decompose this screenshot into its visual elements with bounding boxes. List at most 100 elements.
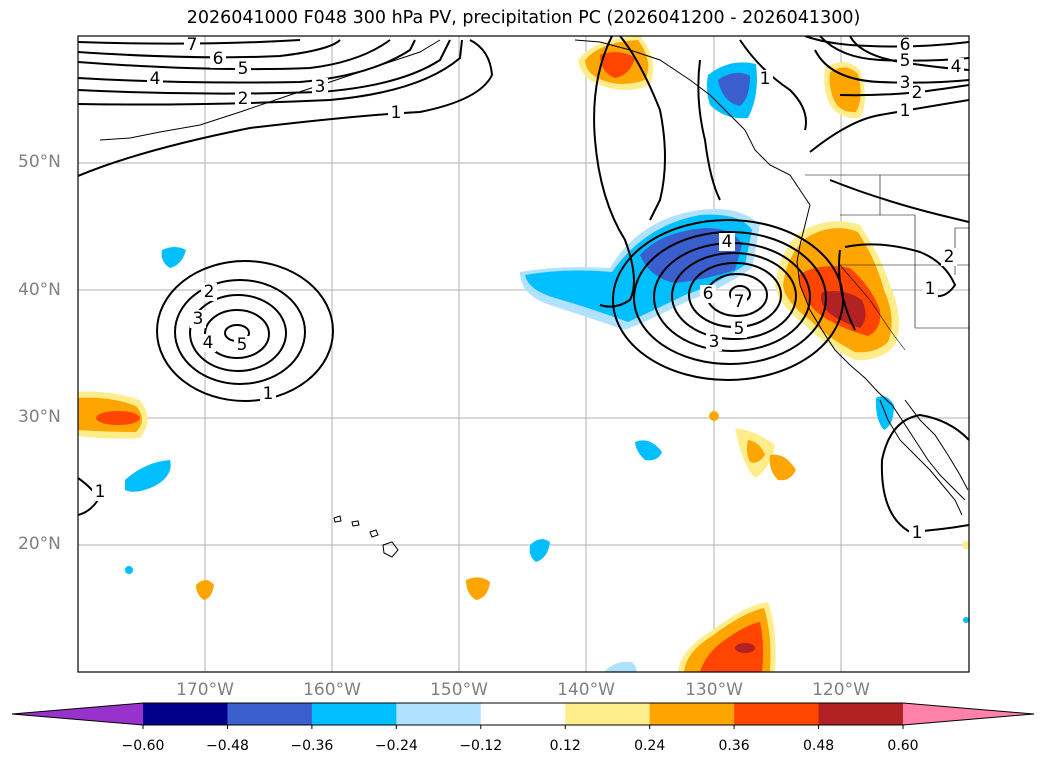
colorbar-tick-label: 0.12 bbox=[549, 738, 581, 754]
contour-label: 7 bbox=[734, 292, 745, 312]
pv-contour-east-low-4 bbox=[671, 252, 797, 340]
pv-contour-east-1 bbox=[829, 179, 969, 223]
graticule bbox=[78, 36, 969, 672]
contour-label: 7 bbox=[187, 35, 198, 55]
contour-labels-west-low: 2 3 4 5 1 bbox=[190, 282, 276, 404]
contour-labels-east-low: 4 6 7 5 3 bbox=[700, 232, 747, 352]
pv-contour-east-3 bbox=[838, 249, 856, 331]
lat-label-40n: 40°N bbox=[18, 280, 61, 300]
contour-label: 4 bbox=[203, 333, 214, 353]
colorbar-tick-label: −0.36 bbox=[290, 738, 334, 754]
pv-contour-west-low-1 bbox=[156, 260, 334, 402]
precip-positive-cell-4 bbox=[746, 440, 765, 463]
pv-contour-trough bbox=[593, 36, 635, 308]
contour-label: 2 bbox=[204, 282, 215, 302]
precip-negative-cell-7 bbox=[963, 617, 969, 623]
precip-negative-cell-1 bbox=[125, 460, 171, 492]
contour-label: 1 bbox=[263, 384, 274, 404]
precip-positive-cell-5 bbox=[769, 454, 796, 481]
lon-label-170w: 170°W bbox=[176, 680, 234, 700]
contour-label: 3 bbox=[900, 73, 911, 93]
colorbar-segment bbox=[311, 703, 397, 725]
coastline-aleutians bbox=[99, 39, 441, 141]
pv-contour-upper-right-1b bbox=[739, 39, 807, 131]
pv-contour-trough-2 bbox=[619, 36, 666, 221]
pv-contour-upper-right-5 bbox=[819, 36, 969, 62]
contour-labels-misc: 1 2 1 1 bbox=[92, 247, 957, 543]
pv-contour-east-2 bbox=[844, 243, 957, 298]
precip-positive-cell-6 bbox=[709, 411, 719, 421]
colorbar-tick-label: −0.12 bbox=[459, 738, 503, 754]
coastline-alaska-bc bbox=[574, 39, 966, 501]
coastline-mainland-mexico bbox=[904, 399, 969, 491]
contour-label: 6 bbox=[900, 35, 911, 55]
contour-label: 2 bbox=[912, 83, 923, 103]
coastline-hawaii-oahu bbox=[351, 520, 360, 527]
colorbar-segment bbox=[818, 703, 904, 725]
coastlines bbox=[99, 39, 969, 558]
contour-label: 2 bbox=[944, 247, 955, 267]
figure-title: 2026041000 F048 300 hPa PV, precipitatio… bbox=[186, 8, 861, 28]
contour-label: 1 bbox=[925, 279, 936, 299]
precip-negative-cell-4 bbox=[635, 440, 662, 461]
coastline-hawaii-maui bbox=[369, 529, 379, 538]
contour-label: 4 bbox=[951, 57, 962, 77]
contour-label: 4 bbox=[150, 69, 161, 89]
political-borders bbox=[805, 174, 969, 351]
contour-label: 1 bbox=[900, 101, 911, 121]
colorbar-tick-label: −0.24 bbox=[374, 738, 418, 754]
colorbar-segment bbox=[734, 703, 820, 725]
contour-label: 1 bbox=[760, 69, 771, 89]
contour-labels-upper-left: 7 6 5 4 3 2 1 bbox=[147, 35, 404, 123]
precip-negative-cell-2 bbox=[161, 247, 186, 268]
precip-positive-west-30n-red bbox=[96, 411, 140, 425]
pv-contour-upper-left-4 bbox=[78, 39, 416, 84]
contour-label-group: 7 6 5 4 3 2 1 6 5 4 bbox=[92, 35, 964, 543]
precip-negative-alaska-panhandle-core bbox=[718, 72, 750, 106]
colorbar-tick-label: −0.60 bbox=[121, 738, 165, 754]
lon-label-160w: 160°W bbox=[303, 680, 361, 700]
pv-contour-upper-right-1a bbox=[809, 99, 969, 153]
contour-label: 3 bbox=[193, 309, 204, 329]
lon-label-150w: 150°W bbox=[430, 680, 488, 700]
colorbar-extend-max bbox=[903, 703, 1034, 725]
colorbar-tick-label: 0.48 bbox=[802, 738, 835, 754]
contour-label: 5 bbox=[734, 319, 745, 339]
contour-label: 1 bbox=[391, 103, 402, 123]
colorbar-segment bbox=[565, 703, 651, 725]
colorbar-extend-min bbox=[12, 703, 143, 725]
contour-label: 3 bbox=[315, 77, 326, 97]
coastline-baja bbox=[879, 399, 963, 516]
pv-contour-upper-right-3 bbox=[814, 49, 969, 84]
precip-shading bbox=[78, 36, 969, 672]
pv-contour-upper-left-2 bbox=[78, 39, 463, 106]
colorbar-segment bbox=[649, 703, 735, 725]
map-content: 7 6 5 4 3 2 1 6 5 4 bbox=[78, 35, 969, 672]
colorbar-tick-label: 0.24 bbox=[634, 738, 666, 754]
colorbar-segment bbox=[227, 703, 313, 725]
colorbar-tick-label: 0.36 bbox=[718, 738, 750, 754]
colorbar-segment bbox=[143, 703, 228, 725]
contour-label: 6 bbox=[213, 49, 224, 69]
precip-negative-cell-3 bbox=[529, 539, 550, 562]
precip-positive-cell-2 bbox=[466, 577, 490, 600]
colorbar-segment bbox=[480, 703, 566, 725]
lat-label-20n: 20°N bbox=[18, 534, 61, 554]
pv-contour-south-1 bbox=[880, 413, 969, 534]
colorbar-tick-label: 0.60 bbox=[887, 738, 919, 754]
lon-label-130w: 130°W bbox=[685, 680, 743, 700]
precip-positive-cell-1 bbox=[196, 580, 214, 600]
pv-contour-east-low-2 bbox=[633, 231, 827, 365]
precip-positive-gulf-alaska-red bbox=[600, 52, 635, 78]
contour-labels-upper-right: 6 5 4 3 2 1 1 bbox=[757, 35, 964, 121]
contour-label: 5 bbox=[900, 51, 911, 71]
contour-label: 2 bbox=[238, 89, 249, 109]
lat-label-30n: 30°N bbox=[18, 407, 61, 427]
colorbar bbox=[11, 702, 1035, 729]
lon-label-140w: 140°W bbox=[557, 680, 615, 700]
pv-contour-upper-left-1 bbox=[78, 39, 494, 177]
lat-label-50n: 50°N bbox=[18, 152, 61, 172]
contour-label: 5 bbox=[238, 59, 249, 79]
colorbar-tick-label: −0.48 bbox=[205, 738, 249, 754]
